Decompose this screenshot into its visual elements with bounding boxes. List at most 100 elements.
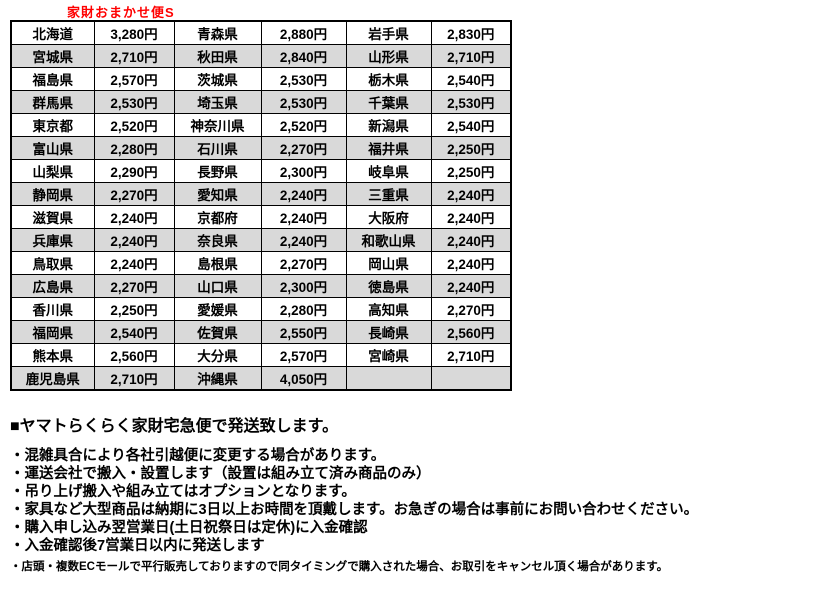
prefecture-cell: 和歌山県 bbox=[345, 228, 432, 252]
price-cell: 2,270円 bbox=[430, 297, 512, 321]
prefecture-cell: 京都府 bbox=[173, 205, 262, 229]
prefecture-cell: 茨城県 bbox=[173, 67, 262, 91]
prefecture-cell: 千葉県 bbox=[345, 90, 432, 114]
price-cell: 2,240円 bbox=[260, 205, 347, 229]
prefecture-cell: 秋田県 bbox=[173, 44, 262, 68]
prefecture-cell: 栃木県 bbox=[345, 67, 432, 91]
price-cell: 2,280円 bbox=[93, 136, 175, 160]
price-cell: 2,240円 bbox=[93, 251, 175, 275]
price-cell: 2,240円 bbox=[430, 182, 512, 206]
table-row: 福岡県 2,540円 佐賀県 2,550円 長崎県 2,560円 bbox=[10, 320, 512, 344]
note-item: ・購入申し込み翌営業日(土日祝祭日は定休)に入金確認 bbox=[10, 520, 368, 536]
price-cell: 2,280円 bbox=[260, 297, 347, 321]
price-cell: 2,240円 bbox=[260, 182, 347, 206]
prefecture-cell: 山口県 bbox=[173, 274, 262, 298]
price-cell: 2,530円 bbox=[260, 67, 347, 91]
prefecture-cell: 佐賀県 bbox=[173, 320, 262, 344]
prefecture-cell: 愛媛県 bbox=[173, 297, 262, 321]
price-cell: 2,560円 bbox=[93, 343, 175, 367]
table-row: 山梨県 2,290円 長野県 2,300円 岐阜県 2,250円 bbox=[10, 159, 512, 183]
prefecture-cell: 鳥取県 bbox=[10, 251, 95, 275]
prefecture-cell: 香川県 bbox=[10, 297, 95, 321]
prefecture-cell: 青森県 bbox=[173, 20, 262, 45]
price-cell: 2,270円 bbox=[93, 274, 175, 298]
price-cell: 2,560円 bbox=[430, 320, 512, 344]
price-cell: 2,710円 bbox=[430, 343, 512, 367]
price-cell: 2,540円 bbox=[93, 320, 175, 344]
price-cell: 2,240円 bbox=[93, 228, 175, 252]
price-cell: 2,300円 bbox=[260, 274, 347, 298]
price-cell: 2,570円 bbox=[260, 343, 347, 367]
price-cell: 2,240円 bbox=[430, 228, 512, 252]
price-cell: 4,050円 bbox=[260, 366, 347, 391]
price-cell: 2,540円 bbox=[430, 113, 512, 137]
table-row: 広島県 2,270円 山口県 2,300円 徳島県 2,240円 bbox=[10, 274, 512, 298]
table-row: 鳥取県 2,240円 島根県 2,270円 岡山県 2,240円 bbox=[10, 251, 512, 275]
table-row: 滋賀県 2,240円 京都府 2,240円 大阪府 2,240円 bbox=[10, 205, 512, 229]
table-row: 鹿児島県 2,710円 沖縄県 4,050円 bbox=[10, 366, 512, 391]
table-row: 福島県 2,570円 茨城県 2,530円 栃木県 2,540円 bbox=[10, 67, 512, 91]
prefecture-cell: 富山県 bbox=[10, 136, 95, 160]
table-row: 香川県 2,250円 愛媛県 2,280円 高知県 2,270円 bbox=[10, 297, 512, 321]
table-row: 群馬県 2,530円 埼玉県 2,530円 千葉県 2,530円 bbox=[10, 90, 512, 114]
price-cell: 2,250円 bbox=[93, 297, 175, 321]
prefecture-cell: 東京都 bbox=[10, 113, 95, 137]
prefecture-cell: 山形県 bbox=[345, 44, 432, 68]
table-row: 富山県 2,280円 石川県 2,270円 福井県 2,250円 bbox=[10, 136, 512, 160]
prefecture-cell: 大分県 bbox=[173, 343, 262, 367]
prefecture-cell: 熊本県 bbox=[10, 343, 95, 367]
prefecture-cell: 神奈川県 bbox=[173, 113, 262, 137]
prefecture-cell: 奈良県 bbox=[173, 228, 262, 252]
prefecture-cell: 滋賀県 bbox=[10, 205, 95, 229]
price-cell bbox=[430, 366, 512, 391]
prefecture-cell: 鹿児島県 bbox=[10, 366, 95, 391]
price-cell: 2,290円 bbox=[93, 159, 175, 183]
prefecture-cell bbox=[345, 366, 432, 391]
prefecture-cell: 広島県 bbox=[10, 274, 95, 298]
prefecture-cell: 岩手県 bbox=[345, 20, 432, 45]
price-cell: 2,710円 bbox=[430, 44, 512, 68]
prefecture-cell: 兵庫県 bbox=[10, 228, 95, 252]
prefecture-cell: 山梨県 bbox=[10, 159, 95, 183]
notes-section: ■ヤマトらくらく家財宅急便で発送致します。 ・混雑具合により各社引越便に変更する… bbox=[10, 412, 815, 575]
prefecture-cell: 静岡県 bbox=[10, 182, 95, 206]
price-cell: 2,710円 bbox=[93, 44, 175, 68]
price-cell: 2,270円 bbox=[93, 182, 175, 206]
prefecture-cell: 福島県 bbox=[10, 67, 95, 91]
prefecture-cell: 岡山県 bbox=[345, 251, 432, 275]
prefecture-cell: 長野県 bbox=[173, 159, 262, 183]
price-cell: 2,530円 bbox=[260, 90, 347, 114]
note-item: ・吊り上げ搬入や組み立てはオプションとなります。 bbox=[10, 484, 356, 500]
price-cell: 2,540円 bbox=[430, 67, 512, 91]
prefecture-cell: 石川県 bbox=[173, 136, 262, 160]
prefecture-cell: 新潟県 bbox=[345, 113, 432, 137]
prefecture-cell: 沖縄県 bbox=[173, 366, 262, 391]
notes-footnote: ・店頭・複数ECモールで平行販売しておりますので同タイミングで購入された場合、お… bbox=[10, 561, 669, 573]
price-cell: 2,530円 bbox=[430, 90, 512, 114]
price-cell: 2,710円 bbox=[93, 366, 175, 391]
price-cell: 2,250円 bbox=[430, 159, 512, 183]
prefecture-cell: 宮城県 bbox=[10, 44, 95, 68]
price-cell: 2,240円 bbox=[430, 205, 512, 229]
notes-heading: ■ヤマトらくらく家財宅急便で発送致します。 bbox=[10, 418, 339, 435]
price-cell: 2,520円 bbox=[93, 113, 175, 137]
table-row: 兵庫県 2,240円 奈良県 2,240円 和歌山県 2,240円 bbox=[10, 228, 512, 252]
price-cell: 2,250円 bbox=[430, 136, 512, 160]
price-cell: 2,240円 bbox=[93, 205, 175, 229]
table-row: 東京都 2,520円 神奈川県 2,520円 新潟県 2,540円 bbox=[10, 113, 512, 137]
prefecture-cell: 北海道 bbox=[10, 20, 95, 45]
price-cell: 2,270円 bbox=[260, 251, 347, 275]
price-cell: 2,840円 bbox=[260, 44, 347, 68]
price-cell: 2,240円 bbox=[260, 228, 347, 252]
price-cell: 2,240円 bbox=[430, 251, 512, 275]
price-cell: 2,570円 bbox=[93, 67, 175, 91]
prefecture-cell: 愛知県 bbox=[173, 182, 262, 206]
prefecture-cell: 長崎県 bbox=[345, 320, 432, 344]
price-cell: 3,280円 bbox=[93, 20, 175, 45]
table-row: 北海道 3,280円 青森県 2,880円 岩手県 2,830円 bbox=[10, 20, 512, 45]
prefecture-cell: 大阪府 bbox=[345, 205, 432, 229]
prefecture-cell: 徳島県 bbox=[345, 274, 432, 298]
table-row: 熊本県 2,560円 大分県 2,570円 宮崎県 2,710円 bbox=[10, 343, 512, 367]
prefecture-cell: 岐阜県 bbox=[345, 159, 432, 183]
note-item: ・運送会社で搬入・設置します（設置は組み立て済み商品のみ） bbox=[10, 466, 431, 482]
